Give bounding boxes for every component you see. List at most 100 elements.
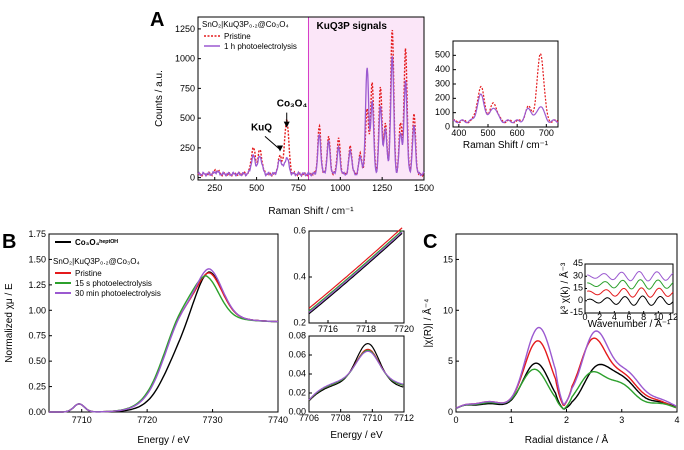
y-tick-label: 10 <box>443 305 453 315</box>
arrow-head <box>277 145 284 152</box>
annotation-label: Co₃O₄ <box>277 99 308 110</box>
inset-x-axis-label: Wavenumber / Å⁻¹ <box>588 317 671 330</box>
y-tick-label: 1.25 <box>28 280 46 290</box>
legend-label: Co₃O₄ʰᵉᵖᵗᴼᴴ <box>75 238 118 247</box>
y-tick-label: 250 <box>180 143 195 153</box>
B-inset-bottom-frame <box>308 335 405 413</box>
y-tick-label: 5 <box>448 356 453 366</box>
x-tick-label: 6 <box>626 312 631 322</box>
x-tick-label: 7706 <box>299 413 319 423</box>
y-tick-label: 0.75 <box>28 331 46 341</box>
inset-x-axis-label: Raman Shift / cm⁻¹ <box>463 140 549 151</box>
y-axis-label: |χ(R)| / Å⁻⁴ <box>421 299 434 348</box>
y-tick-label: 1.75 <box>28 229 46 239</box>
legend-title: SnO₂|KuQ3P₀.₂@Co₃O₄ <box>53 257 140 266</box>
x-tick-label: 7720 <box>394 324 414 334</box>
x-tick-label: 4 <box>674 415 679 425</box>
y-tick-label: 0.08 <box>288 330 306 340</box>
x-axis-label: Radial distance / Å <box>525 433 609 446</box>
legend-label: 15 s photoelectrolysis <box>75 279 152 288</box>
x-tick-label: 7718 <box>356 324 376 334</box>
series-line-pristine <box>455 337 677 409</box>
y-axis-label: Counts / a.u. <box>154 70 165 127</box>
x-tick-label: 7730 <box>203 415 223 425</box>
x-tick-label: 400 <box>451 128 466 138</box>
panel-label-a: A <box>150 9 164 31</box>
y-tick-label: 15 <box>443 254 453 264</box>
y-tick-label: 500 <box>435 50 450 60</box>
y-tick-label: 15 <box>573 283 583 293</box>
x-tick-label: 0 <box>453 415 458 425</box>
y-tick-label: 0.00 <box>28 407 46 417</box>
y-tick-label: 750 <box>180 83 195 93</box>
series-line-1-h-photoelectrolysis <box>197 56 425 178</box>
inset-series-line <box>587 287 674 298</box>
x-tick-label: 2 <box>564 415 569 425</box>
inset-series-line <box>308 349 404 401</box>
x-tick-label: 0 <box>582 312 587 322</box>
x-tick-label: 8 <box>641 312 646 322</box>
x-tick-label: 7710 <box>362 413 382 423</box>
inset-x-axis-label: Energy / eV <box>330 430 383 441</box>
inset-series-line <box>308 231 403 313</box>
y-tick-label: 0 <box>445 121 450 131</box>
x-tick-label: 1000 <box>330 183 350 193</box>
inset-series-line <box>308 350 404 401</box>
y-tick-label: 100 <box>435 107 450 117</box>
y-tick-label: 0 <box>448 407 453 417</box>
x-tick-label: 1 <box>509 415 514 425</box>
x-tick-label: 3 <box>619 415 624 425</box>
x-tick-label: 7720 <box>137 415 157 425</box>
inset-series-line <box>587 279 674 290</box>
x-tick-label: 600 <box>510 128 525 138</box>
A-inset-frame <box>452 40 559 128</box>
x-tick-label: 2 <box>597 312 602 322</box>
panel-label-b: B <box>2 231 16 253</box>
x-axis-label: Raman Shift / cm⁻¹ <box>268 206 354 217</box>
inset-series-line <box>452 52 559 124</box>
inset-y-axis-label: k³ χ(k) / Å⁻³ <box>558 262 571 314</box>
B-main-frame <box>48 233 279 413</box>
x-tick-label: 700 <box>539 128 554 138</box>
series-line-30-min-photoelectrolysis <box>49 268 278 413</box>
inset-series-line <box>308 227 403 309</box>
x-tick-label: 1250 <box>372 183 392 193</box>
y-tick-label: 0.6 <box>293 225 306 235</box>
panel-label-c: C <box>423 231 437 253</box>
y-tick-label: -15 <box>570 307 583 317</box>
inset-series-line <box>587 270 674 282</box>
series-line-15-s-photoelectrolysis <box>455 368 677 410</box>
series-line-30-min-photoelectrolysis <box>455 326 677 409</box>
legend-title: SnO₂|KuQ3P₀.₂@Co₃O₄ <box>202 20 289 29</box>
annotation-arrow <box>264 136 281 150</box>
x-tick-label: 12 <box>668 312 678 322</box>
legend-label: Pristine <box>75 269 102 278</box>
x-tick-label: 750 <box>291 183 306 193</box>
y-tick-label: 500 <box>180 113 195 123</box>
x-tick-label: 7708 <box>331 413 351 423</box>
x-tick-label: 7740 <box>268 415 288 425</box>
x-tick-label: 7710 <box>72 415 92 425</box>
y-axis-label: Normalized χμ / E <box>4 283 15 363</box>
x-tick-label: 7716 <box>318 324 338 334</box>
y-tick-label: 0.04 <box>288 368 306 378</box>
y-tick-label: 30 <box>573 270 583 280</box>
arrow-head <box>283 121 290 128</box>
inset-series-line <box>587 295 674 306</box>
inset-series-line <box>308 342 404 402</box>
inset-series-line <box>452 93 559 124</box>
inset-series-line <box>308 348 404 401</box>
y-tick-label: 45 <box>573 258 583 268</box>
y-tick-label: 200 <box>435 93 450 103</box>
inset-series-line <box>308 232 403 315</box>
y-tick-label: 0.4 <box>293 271 306 281</box>
y-tick-label: 1.00 <box>28 305 46 315</box>
y-tick-label: 0.02 <box>288 387 306 397</box>
legend-label: Pristine <box>224 32 251 41</box>
region-label: KuQ3P signals <box>316 21 387 32</box>
x-tick-label: 500 <box>480 128 495 138</box>
y-tick-label: 0.50 <box>28 356 46 366</box>
annotation-label: KuQ <box>251 122 272 133</box>
y-tick-label: 400 <box>435 64 450 74</box>
